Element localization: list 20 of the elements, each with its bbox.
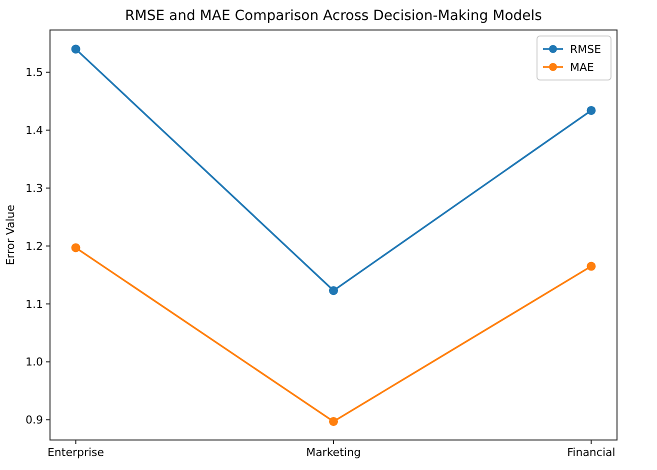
point bbox=[71, 44, 80, 54]
y-tick-label: 0.9 bbox=[26, 414, 43, 427]
point bbox=[71, 243, 80, 252]
x-tick-label: Marketing bbox=[306, 446, 361, 459]
legend-label: MAE bbox=[570, 60, 594, 74]
y-tick-label: 1.0 bbox=[26, 356, 43, 369]
point bbox=[329, 416, 338, 426]
y-tick-label: 1.5 bbox=[26, 66, 43, 80]
point bbox=[329, 286, 338, 296]
y-tick-label: 1.3 bbox=[26, 182, 43, 195]
y-tick-label: 1.4 bbox=[26, 124, 43, 138]
chart-title: RMSE and MAE Comparison Across Decision-Making Models bbox=[125, 8, 542, 24]
x-tick-label: Enterprise bbox=[47, 446, 104, 459]
y-axis-title: Error Value bbox=[4, 204, 17, 266]
x-tick-label: Financial bbox=[567, 446, 616, 459]
point bbox=[586, 262, 596, 271]
y-tick-label: 1.2 bbox=[26, 240, 43, 253]
y-tick-label: 1.1 bbox=[26, 298, 43, 311]
legend-label: RMSE bbox=[570, 42, 602, 56]
point bbox=[586, 106, 596, 115]
